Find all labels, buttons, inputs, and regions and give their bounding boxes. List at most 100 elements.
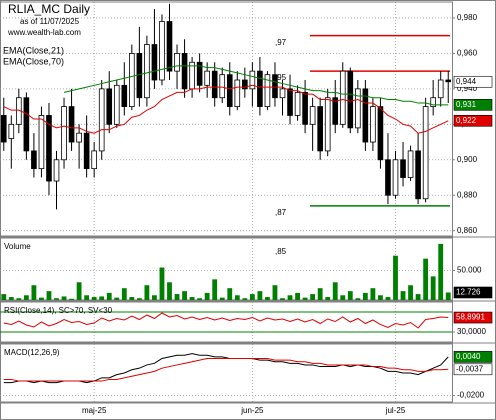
volume-bar: [152, 295, 157, 300]
volume-bar: [39, 297, 44, 300]
candle-body: [76, 132, 82, 143]
volume-bar: [23, 295, 29, 300]
indicator-line: [3, 312, 449, 329]
candle-body: [407, 150, 414, 178]
value-marker: [453, 286, 493, 299]
panel: [0, 343, 453, 403]
candle-body: [302, 92, 308, 125]
volume-bar: [174, 294, 180, 300]
candle-body: [437, 79, 444, 99]
candle-body: [400, 159, 406, 178]
volume-bar: [227, 288, 233, 300]
legend-entry: EMA(Close,21): [3, 45, 64, 55]
chart-subtitle: as of 11/07/2025: [20, 17, 80, 26]
volume-bar: [121, 288, 127, 300]
candle-body: [445, 79, 452, 83]
volume-bar: [400, 291, 406, 300]
x-tick-label: maj-25: [82, 406, 107, 415]
value-marker: [453, 351, 493, 363]
candle-body: [257, 70, 263, 107]
value-marker: [453, 75, 493, 88]
chart-source: www.wealth-lab.com: [7, 28, 81, 37]
candle-body: [196, 61, 203, 86]
value-marker: [453, 363, 493, 376]
candle-body: [377, 106, 384, 161]
candle-body: [234, 79, 241, 107]
value-marker: [453, 99, 493, 111]
volume-bar: [91, 297, 97, 300]
volume-bar: [114, 297, 120, 300]
volume-bar: [332, 282, 338, 300]
volume-bar: [31, 285, 37, 300]
candle-body: [242, 79, 248, 90]
x-tick-label: jun-25: [240, 406, 264, 415]
volume-bar: [8, 297, 14, 300]
volume-bar: [347, 291, 353, 300]
volume-bar: [159, 267, 165, 300]
candle-body: [211, 70, 218, 99]
candle-body: [355, 88, 361, 129]
volume-bar: [340, 295, 346, 300]
candle-body: [144, 44, 150, 99]
volume-bar: [16, 298, 22, 300]
candle-body: [204, 70, 210, 86]
volume-bar: [302, 297, 308, 300]
candle-body: [23, 97, 30, 152]
volume-bar: [84, 295, 90, 300]
y-tick-label: -0,0200: [457, 391, 485, 400]
y-tick-label: 0,940: [457, 84, 478, 93]
volume-bar: [182, 291, 187, 300]
candle-body: [430, 97, 436, 107]
candle-body: [121, 84, 128, 107]
candle-body: [339, 70, 346, 125]
y-tick-label: 0,960: [457, 49, 478, 58]
candle-body: [106, 88, 113, 125]
chart-title: RLIA_MC Daily: [8, 2, 90, 16]
candle-body: [422, 106, 429, 200]
candle-body: [46, 115, 52, 182]
value-marker-label: 12.726: [456, 288, 481, 297]
candle-body: [8, 123, 15, 139]
volume-bar: [408, 285, 413, 300]
candle-body: [219, 74, 226, 99]
candle-body: [294, 92, 301, 116]
candle-body: [98, 88, 105, 152]
volume-bar: [219, 297, 225, 300]
candle-body: [362, 88, 369, 143]
volume-bar: [317, 288, 323, 300]
candle-body: [347, 70, 354, 129]
volume-bar: [106, 292, 112, 300]
ema-line: [63, 65, 449, 106]
candle-body: [287, 88, 293, 116]
y-tick-label: 50.000: [457, 266, 482, 275]
volume-bar: [99, 296, 105, 300]
volume-bar: [378, 295, 383, 300]
value-marker: [453, 114, 493, 127]
candle-body: [83, 132, 90, 170]
volume-bar: [204, 292, 210, 300]
candle-body: [68, 106, 75, 143]
volume-bar: [212, 279, 218, 300]
volume-bar: [129, 297, 135, 300]
level-label: ,95: [275, 73, 287, 82]
candle-body: [370, 106, 376, 143]
y-tick-label: 0,900: [457, 155, 478, 164]
candle-body: [113, 84, 120, 125]
candle-body: [279, 88, 286, 99]
x-tick-label: jul-25: [385, 406, 406, 415]
panel: [0, 301, 453, 343]
candle-body: [181, 53, 188, 90]
volume-bar: [189, 297, 195, 300]
candle-body: [309, 106, 316, 125]
panel: [0, 1, 453, 237]
candle-body: [31, 150, 37, 170]
candle-body: [159, 21, 165, 81]
volume-bar: [393, 255, 398, 300]
value-marker-label: 58,8991: [456, 313, 485, 322]
volume-bar: [310, 294, 316, 300]
y-tick-label: 0,860: [457, 226, 478, 235]
candle-body: [0, 115, 7, 143]
volume-bar: [61, 296, 67, 300]
